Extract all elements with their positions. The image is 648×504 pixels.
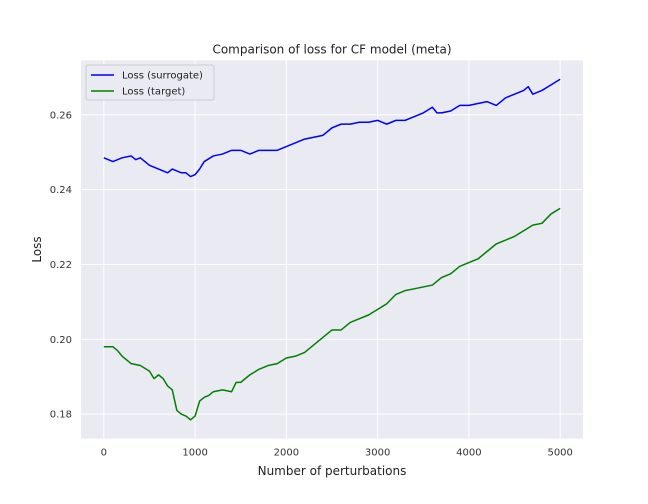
x-tick-label: 4000 [456, 448, 481, 459]
x-tick-label: 3000 [365, 448, 390, 459]
y-tick-label: 0.22 [50, 260, 72, 271]
legend-label-surrogate: Loss (surrogate) [122, 71, 203, 82]
x-tick-label: 1000 [182, 448, 207, 459]
grid-lines [81, 60, 583, 439]
legend-label-target: Loss (target) [122, 87, 185, 98]
y-tick-label: 0.26 [50, 110, 72, 121]
x-axis-label: Number of perturbations [258, 464, 407, 478]
x-tick-label: 0 [101, 448, 107, 459]
y-tick-label: 0.20 [50, 335, 72, 346]
tick-labels: 0 1000 2000 3000 4000 5000 0.18 0.20 0.22 0.24 0.2… [50, 110, 573, 458]
legend-box [85, 64, 215, 101]
y-tick-label: 0.18 [50, 410, 72, 421]
y-tick-label: 0.24 [50, 185, 72, 196]
chart-title: Comparison of loss for CF model (meta) [212, 43, 451, 57]
y-axis-label: Loss [30, 236, 44, 262]
x-tick-label: 5000 [547, 448, 572, 459]
series-line-surrogate [103, 78, 561, 178]
plot-area [81, 60, 583, 439]
legend: Loss (surrogate) Loss (target) [85, 64, 215, 101]
series-line-target [103, 207, 561, 421]
x-tick-label: 2000 [274, 448, 299, 459]
series-lines [103, 78, 561, 421]
